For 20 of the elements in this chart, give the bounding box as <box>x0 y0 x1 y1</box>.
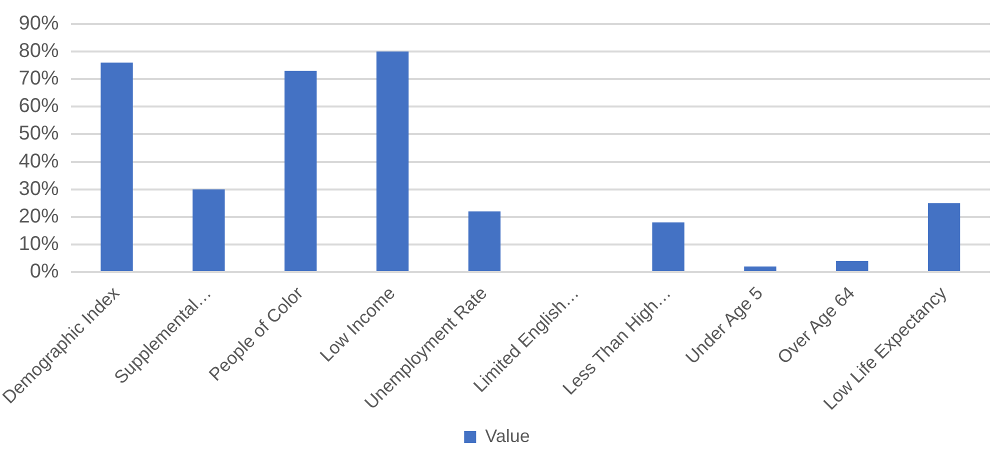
bar <box>652 222 684 271</box>
bar <box>284 70 317 271</box>
bar <box>928 203 960 271</box>
y-tick-label: 10% <box>18 232 60 255</box>
y-tick-label: 0% <box>30 260 60 283</box>
bar <box>376 52 409 271</box>
y-tick-label: 90% <box>18 12 60 35</box>
bar <box>100 62 133 271</box>
y-tick-label: 80% <box>18 40 60 62</box>
y-tick-label: 20% <box>18 205 60 228</box>
y-tick-label: 60% <box>18 95 60 118</box>
bar <box>192 189 225 271</box>
bar <box>836 260 868 271</box>
y-tick-label: 40% <box>18 150 60 172</box>
y-tick-label: 70% <box>18 68 60 90</box>
legend-label: Value <box>485 426 530 446</box>
y-tick-label: 50% <box>18 122 60 145</box>
y-tick-label: 30% <box>18 178 60 200</box>
bar <box>468 211 501 271</box>
bar <box>744 266 776 271</box>
